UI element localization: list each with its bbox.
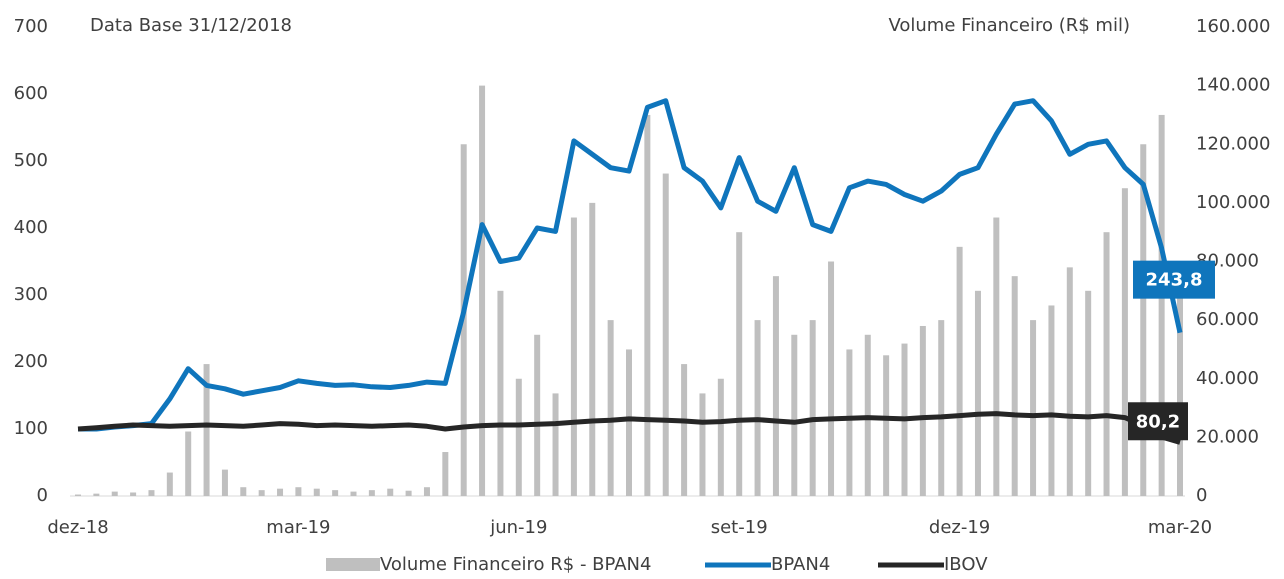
volume-bar	[772, 276, 779, 496]
volume-bar	[258, 490, 265, 496]
volume-bar	[938, 320, 945, 496]
y2-tick-label: 140.000	[1196, 75, 1270, 96]
volume-bar	[883, 355, 890, 496]
volume-bar	[717, 378, 724, 496]
volume-bar	[644, 114, 651, 496]
value-label-box	[1128, 402, 1188, 441]
volume-bar	[93, 493, 100, 496]
y-tick-label: 100	[14, 418, 48, 439]
volume-bar	[350, 491, 357, 496]
x-tick-label: dez-19	[929, 517, 990, 538]
x-tick-label: mar-19	[266, 517, 330, 538]
y2-tick-label: 160.000	[1196, 16, 1270, 37]
volume-bar	[111, 491, 118, 496]
y2-axis-title: Volume Financeiro (R$ mil)	[888, 15, 1130, 36]
x-tick-label: set-19	[711, 517, 768, 538]
legend-label: BPAN4	[771, 554, 830, 575]
y-tick-label: 600	[14, 83, 48, 104]
y-tick-label: 400	[14, 217, 48, 238]
volume-bar	[552, 393, 559, 496]
y2-tick-label: 20.000	[1196, 426, 1259, 447]
volume-bar	[974, 290, 981, 496]
volume-bar	[1066, 267, 1073, 496]
y2-tick-label: 40.000	[1196, 368, 1259, 389]
y-tick-label: 700	[14, 16, 48, 37]
legend-label: IBOV	[944, 554, 988, 575]
volume-bar	[185, 431, 192, 496]
x-tick-label: mar-20	[1148, 517, 1212, 538]
volume-bar	[166, 472, 173, 496]
volume-bar	[75, 494, 81, 496]
volume-bar	[534, 334, 541, 496]
volume-bar	[203, 364, 210, 496]
volume-bar	[736, 232, 743, 496]
x-tick-label: jun-19	[489, 517, 547, 538]
y-tick-label: 500	[14, 150, 48, 171]
volume-bar	[368, 490, 375, 496]
value-label: 243,8	[1146, 270, 1203, 291]
volume-bar	[589, 202, 596, 496]
volume-bar	[1048, 305, 1055, 496]
volume-bar	[130, 492, 137, 496]
volume-bar	[699, 393, 706, 496]
chart-title: Data Base 31/12/2018	[90, 15, 292, 36]
volume-bar	[423, 487, 430, 496]
volume-bar	[993, 217, 1000, 496]
volume-bar	[681, 364, 688, 496]
volume-bar	[479, 85, 486, 496]
y-tick-label: 300	[14, 284, 48, 305]
volume-bar	[607, 320, 614, 496]
y-tick-label: 0	[37, 485, 48, 506]
volume-bar	[221, 469, 228, 496]
y2-tick-label: 120.000	[1196, 133, 1270, 154]
y2-tick-label: 100.000	[1196, 192, 1270, 213]
volume-bar	[1140, 144, 1147, 496]
volume-bar	[828, 261, 835, 496]
volume-bar	[570, 217, 577, 496]
volume-bar	[1103, 232, 1110, 496]
y2-tick-label: 60.000	[1196, 309, 1259, 330]
volume-bar	[809, 320, 816, 496]
y-tick-label: 200	[14, 351, 48, 372]
volume-bar	[240, 487, 247, 496]
volume-bar	[1158, 114, 1165, 496]
volume-bar	[277, 488, 284, 496]
volume-bar	[1030, 320, 1037, 496]
volume-bar	[295, 487, 302, 496]
volume-bar	[919, 325, 926, 496]
volume-bar	[387, 488, 394, 496]
y2-tick-label: 0	[1196, 485, 1207, 506]
volume-bar	[956, 246, 963, 496]
value-label-box	[1133, 260, 1215, 299]
value-label: 80,2	[1136, 411, 1180, 432]
line-series	[77, 411, 1181, 445]
volume-bar	[313, 488, 320, 496]
volume-bar	[148, 490, 155, 496]
volume-bar	[754, 320, 761, 496]
volume-bar	[1085, 290, 1092, 496]
volume-bar	[497, 290, 504, 496]
volume-bar	[405, 490, 412, 496]
volume-bar	[1011, 276, 1018, 496]
volume-bar	[332, 490, 339, 496]
volume-bar	[626, 349, 632, 496]
volume-bar	[1121, 188, 1128, 496]
x-tick-label: dez-18	[47, 517, 108, 538]
volume-bar	[515, 378, 522, 496]
legend-swatch	[326, 558, 380, 571]
legend-label: Volume Financeiro R$ - BPAN4	[380, 554, 651, 575]
volume-bar	[442, 452, 449, 496]
volume-bar	[1177, 261, 1183, 496]
volume-bar	[846, 349, 853, 496]
volume-bar	[662, 173, 669, 496]
line-series	[78, 98, 1183, 432]
volume-bar	[791, 334, 798, 496]
